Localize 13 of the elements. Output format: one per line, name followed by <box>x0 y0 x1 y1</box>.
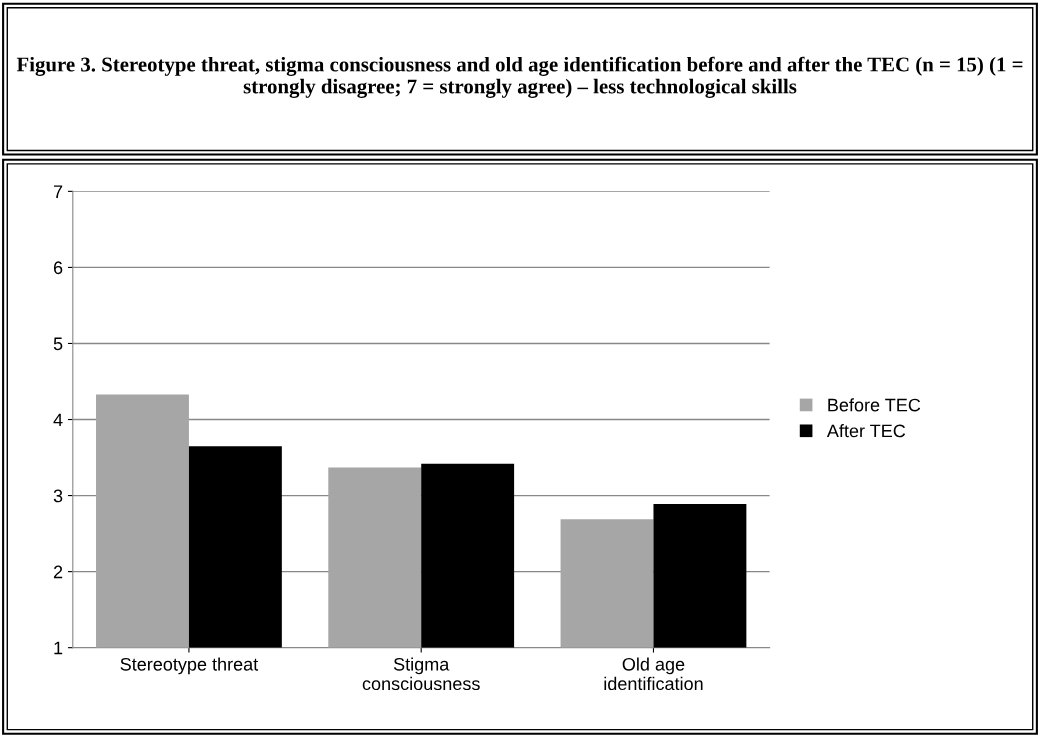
legend-label: After TEC <box>826 424 906 438</box>
y-tick-label: 3 <box>53 489 63 503</box>
y-tick-label: 4 <box>53 413 63 427</box>
legend-label: Before TEC <box>828 398 921 412</box>
chart-title: Figure 3. Stereotype threat, stigma consciousness and old age identification before and after the TEC (n = 15) (1 = strongly disagree; 7 = strongly agree) – less technological skills <box>16 56 1023 98</box>
y-tick-label: 1 <box>54 641 63 655</box>
y-tick-label: 2 <box>53 565 63 579</box>
x-tick-label: Stigma consciousness <box>362 657 480 691</box>
x-tick-label: Stereotype threat <box>120 657 259 675</box>
x-tick-label: Old age identification <box>604 657 703 691</box>
y-tick-label: 5 <box>53 337 63 351</box>
y-tick-label: 7 <box>53 185 63 198</box>
y-tick-label: 6 <box>53 261 63 275</box>
